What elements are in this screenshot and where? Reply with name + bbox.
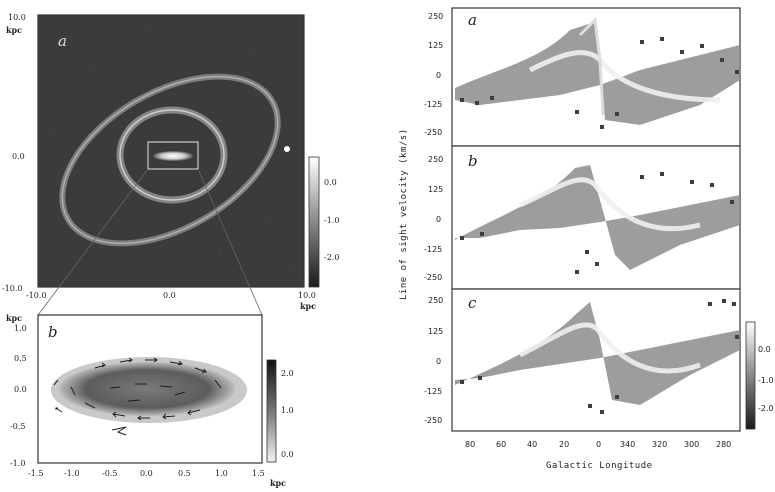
right-colorbar-tick: -2.0 <box>758 404 774 413</box>
panel-label-b-left: b <box>48 323 58 341</box>
right-x-tick: 320 <box>652 440 668 449</box>
left-top-colorbar-tick: -1.0 <box>324 216 340 225</box>
panel-label-b-right: b <box>468 152 478 170</box>
right-c-y-tick: 0 <box>436 357 442 366</box>
right-panels <box>451 7 756 432</box>
right-b-y-tick: 0 <box>436 215 442 224</box>
left-bottom-colorbar-tick: 0.0 <box>281 450 294 459</box>
right-b-y-tick: 125 <box>428 185 444 194</box>
right-x-axis-title: Galactic Longitude <box>546 461 653 471</box>
left-top-x-tick: -10.0 <box>26 291 47 300</box>
left-bottom-y-tick: 0.5 <box>14 354 27 363</box>
right-a-y-tick: -250 <box>424 128 443 137</box>
left-bottom-x-tick: 0.5 <box>178 469 191 478</box>
right-x-tick: 280 <box>716 440 732 449</box>
left-bottom-colorbar-tick: 2.0 <box>281 369 294 378</box>
panel-label-c-right: c <box>468 294 477 312</box>
right-a-y-tick: 125 <box>428 41 444 50</box>
right-c-y-tick: 125 <box>428 327 444 336</box>
right-x-tick: 0 <box>596 440 602 449</box>
panel-label-a-left: a <box>58 32 67 50</box>
left-bottom-x-tick: 1.5 <box>252 469 265 478</box>
right-x-tick: 80 <box>465 440 476 449</box>
left-bottom-panel <box>37 314 277 464</box>
zoom-line-left <box>37 168 149 316</box>
left-bottom-x-tick: -1.5 <box>28 469 44 478</box>
right-x-tick: 340 <box>620 440 636 449</box>
right-y-axis-title: Line of sight velocity (km/s) <box>399 128 409 300</box>
right-x-tick: 20 <box>559 440 570 449</box>
left-top-x-tick: 0.0 <box>163 291 176 300</box>
right-colorbar-tick: -1.0 <box>758 376 774 385</box>
left-top-y-unit: kpc <box>6 25 23 35</box>
right-a-y-tick: 0 <box>436 71 442 80</box>
zoom-line-right <box>197 168 263 316</box>
right-c-y-tick: -250 <box>424 416 443 425</box>
left-bottom-x-tick: -1.0 <box>64 469 80 478</box>
right-x-tick: 40 <box>527 440 538 449</box>
panel-label-a-right: a <box>468 11 477 29</box>
right-b-y-tick: -250 <box>424 273 443 282</box>
left-bottom-y-tick: -0.5 <box>10 422 26 431</box>
left-bottom-x-tick: -0.5 <box>102 469 118 478</box>
left-top-panel <box>37 14 320 288</box>
left-top-x-unit: kpc <box>300 301 317 311</box>
right-x-tick: 60 <box>496 440 507 449</box>
left-top-y-tick: 0.0 <box>12 152 25 161</box>
right-c-y-tick: 250 <box>428 296 444 305</box>
left-bottom-x-tick: 1.0 <box>215 469 228 478</box>
left-top-colorbar-tick: 0.0 <box>324 178 337 187</box>
left-bottom-colorbar-tick: 1.0 <box>281 406 294 415</box>
left-bottom-y-tick: 0.0 <box>14 385 27 394</box>
left-top-y-tick: -10.0 <box>2 284 23 293</box>
right-b-y-tick: -125 <box>424 245 443 254</box>
right-b-y-tick: 250 <box>428 155 444 164</box>
left-bottom-y-unit: kpc <box>6 313 23 323</box>
left-top-x-tick: 10.0 <box>298 291 316 300</box>
left-top-y-tick: 10.0 <box>8 13 26 22</box>
right-c-y-tick: -125 <box>424 387 443 396</box>
left-bottom-y-tick: -1.0 <box>10 459 26 468</box>
left-bottom-x-unit: kpc <box>270 478 287 488</box>
left-bottom-x-tick: 0.0 <box>140 469 153 478</box>
right-a-y-tick: -125 <box>424 100 443 109</box>
right-x-tick: 300 <box>684 440 700 449</box>
right-a-y-tick: 250 <box>428 12 444 21</box>
left-bottom-y-tick: 1.0 <box>14 324 27 333</box>
right-colorbar-tick: 0.0 <box>758 345 771 354</box>
left-top-colorbar-tick: -2.0 <box>324 253 340 262</box>
